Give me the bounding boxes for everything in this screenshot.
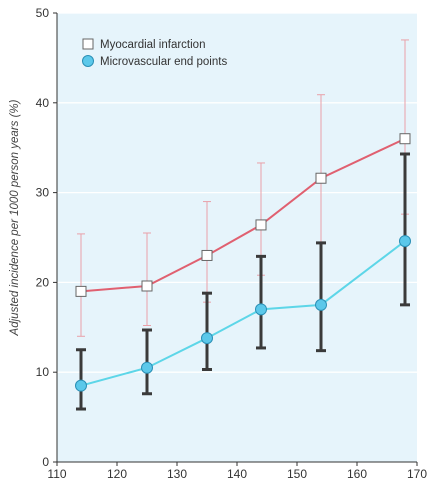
data-point-microvascular-2 [201,332,213,345]
error-bar-1-0 [76,348,86,411]
data-point-microvascular-1 [141,361,153,374]
y-tick-label-40: 40 [36,96,50,110]
legend-label-microvascular-end-points: Microvascular end points [100,56,227,68]
x-tick-label-160: 160 [347,467,367,481]
axes [53,12,418,466]
data-point-myocardial-4 [315,172,327,184]
error-bars [76,39,410,411]
y-tick-label-50: 50 [36,6,50,20]
x-tick-label-150: 150 [287,467,307,481]
data-point-myocardial-2 [201,249,213,261]
x-tick-label-120: 120 [107,467,127,481]
error-bar-0-0 [77,233,85,337]
x-tick-label-110: 110 [47,467,66,481]
legend: Myocardial infarction Microvascular end … [82,38,227,68]
data-point-microvascular-5 [399,235,411,248]
error-bar-1-2 [202,291,212,372]
y-tick-label-10: 10 [36,365,50,379]
grid-lines [57,12,417,373]
series-line-1 [80,240,406,387]
x-tick-label-140: 140 [227,467,247,481]
y-tick-label-0: 0 [42,455,49,469]
x-tick-label-170: 170 [407,467,427,481]
x-tick-label-130: 130 [167,467,187,481]
y-tick-label-30: 30 [36,186,50,200]
error-bar-1-3 [256,254,266,350]
data-point-microvascular-0 [75,379,87,392]
series-lines [80,137,406,387]
data-point-myocardial-1 [141,280,153,292]
error-bar-1-4 [316,241,326,353]
y-axis-title: Adjusted incidence per 1000 person years… [9,99,21,336]
legend-marker-microvascular-end-points [82,55,94,67]
y-tick-label-20: 20 [36,275,50,289]
data-point-myocardial-0 [75,285,87,297]
series-line-0 [80,137,406,293]
error-bar-1-5 [400,152,410,307]
tick-labels: 0 10 20 30 40 50 110 120 130 140 150 160 170 [36,6,428,481]
legend-label-myocardial-infarction: Myocardial infarction [100,39,205,51]
data-point-myocardial-5 [399,133,411,145]
data-point-microvascular-4 [315,298,327,311]
data-point-myocardial-3 [255,219,267,231]
data-markers [75,133,411,392]
legend-marker-myocardial-infarction [82,38,94,50]
data-point-microvascular-3 [255,303,267,316]
error-bar-0-1 [143,232,151,327]
